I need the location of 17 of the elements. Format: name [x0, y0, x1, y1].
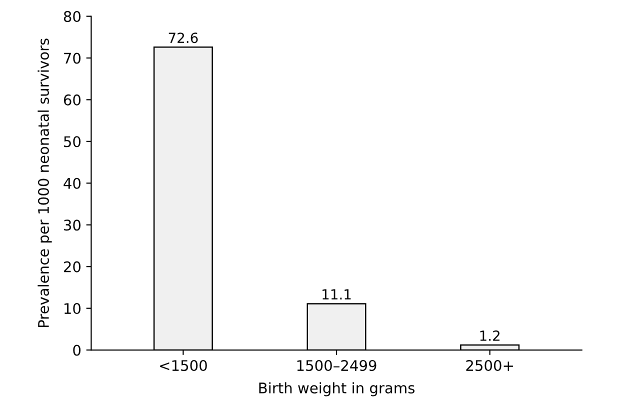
data-label: 72.6 — [168, 32, 198, 44]
x-tick-label: 2500+ — [466, 360, 513, 372]
y-tick-label: 50 — [64, 136, 81, 148]
y-tick-label: 20 — [64, 261, 81, 272]
y-tick-label: 30 — [64, 220, 81, 231]
x-axis-title: Birth weight in grams — [259, 382, 414, 396]
y-tick-label: 80 — [64, 10, 81, 22]
x-tick-label: <1500 — [160, 360, 207, 372]
data-label: 1.2 — [480, 330, 500, 341]
y-axis-title: Prevalence per 1000 neonatal survivors — [38, 38, 52, 328]
y-tick-label: 70 — [64, 52, 81, 64]
y-tick-label: 40 — [64, 178, 81, 189]
x-tick-label: 1500–2499 — [297, 360, 376, 372]
y-tick-label: 0 — [73, 344, 81, 356]
y-tick-label: 60 — [64, 94, 81, 106]
data-label: 11.1 — [322, 289, 351, 300]
y-tick-label: 10 — [64, 303, 81, 314]
